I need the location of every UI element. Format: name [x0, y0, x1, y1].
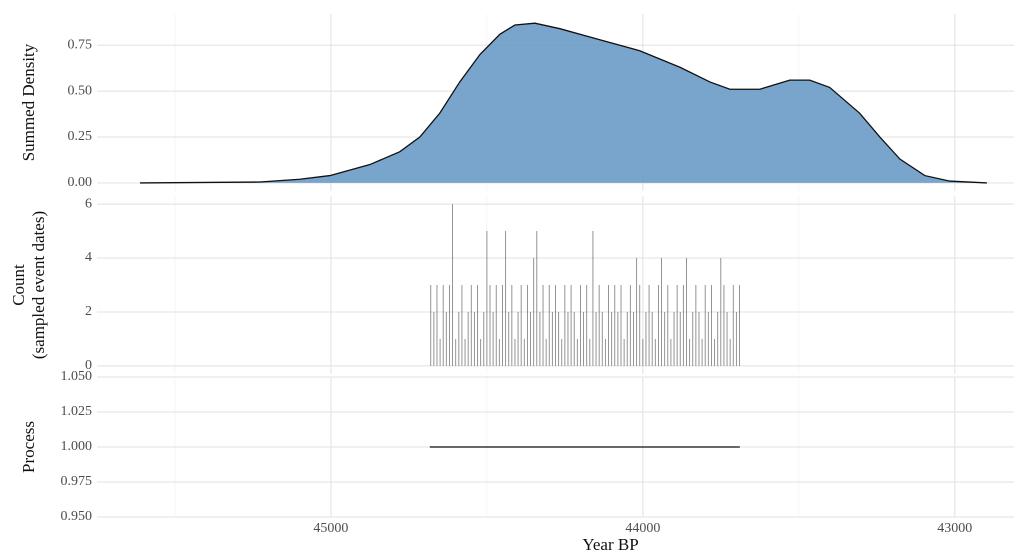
x-tick-label: 45000 — [313, 521, 348, 536]
y-tick-label: 0.975 — [61, 474, 93, 489]
y-axis-label: (sampled event dates) — [29, 211, 48, 359]
density-line — [140, 22, 987, 184]
x-tick-label: 43000 — [937, 521, 972, 536]
y-axis-label: Process — [19, 421, 38, 473]
y-tick-label: 1.050 — [61, 369, 93, 384]
y-tick-label: 1.000 — [61, 439, 93, 454]
y-axis-label: Summed Density — [19, 43, 38, 161]
y-tick-label: 0.50 — [68, 83, 93, 98]
y-tick-label: 0.950 — [61, 509, 93, 524]
x-axis-label: Year BP — [582, 535, 638, 554]
y-tick-label: 0.00 — [68, 175, 93, 190]
density-area — [140, 23, 987, 183]
x-tick-label: 44000 — [625, 521, 660, 536]
y-tick-label: 0.25 — [68, 129, 93, 144]
y-axis-label: Count — [9, 264, 28, 306]
y-tick-label: 0 — [85, 358, 92, 373]
y-tick-label: 1.025 — [61, 404, 93, 419]
y-tick-label: 2 — [85, 304, 92, 319]
y-tick-label: 6 — [85, 196, 92, 211]
y-tick-label: 0.75 — [68, 37, 93, 52]
y-tick-label: 4 — [85, 250, 92, 265]
